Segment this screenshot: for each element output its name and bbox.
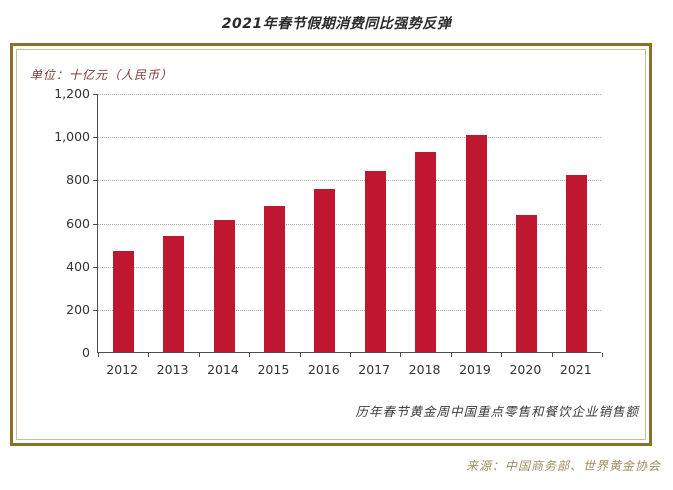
y-tick-1000	[93, 137, 97, 139]
x-tick-3	[249, 353, 251, 357]
y-axis-label-800: 800	[66, 172, 90, 188]
bar-2015	[263, 205, 285, 352]
gridline-800	[98, 180, 601, 182]
source-note: 来源：中国商务部、世界黄金协会	[465, 459, 661, 473]
x-axis-label-2018: 2018	[408, 362, 441, 377]
y-tick-600	[93, 223, 97, 225]
bar-2019	[465, 135, 487, 352]
y-axis-label-200: 200	[66, 301, 90, 317]
gridline-1200	[98, 94, 601, 95]
gridline-600	[98, 223, 601, 225]
unit-label: 单位：十亿元（人民币）	[30, 68, 174, 82]
bar-2013	[163, 235, 185, 352]
x-tick-7	[450, 353, 452, 357]
gridline-200	[98, 309, 601, 311]
chart-title: 2021年春节假期消费同比强势反弹	[221, 16, 452, 32]
bar-2021	[566, 174, 588, 352]
y-axis-label-600: 600	[66, 215, 90, 231]
chart-caption: 历年春节黄金周中国重点零售和餐饮企业销售额	[355, 404, 639, 419]
y-tick-400	[93, 266, 97, 268]
x-axis-label-2020: 2020	[509, 362, 542, 377]
y-axis-label-1200: 1,200	[54, 86, 90, 101]
x-tick-4	[299, 353, 301, 357]
x-axis-label-2017: 2017	[358, 362, 391, 377]
x-tick-10	[602, 353, 603, 357]
x-tick-0	[98, 353, 99, 357]
x-axis-label-2016: 2016	[307, 362, 340, 377]
x-axis-label-2021: 2021	[559, 362, 592, 377]
x-axis-label-2013: 2013	[156, 362, 189, 377]
y-tick-1200	[93, 94, 97, 95]
bar-2016	[314, 189, 336, 352]
bar-2020	[515, 214, 537, 352]
x-tick-5	[350, 353, 351, 357]
y-tick-800	[93, 180, 97, 182]
x-axis-label-2014: 2014	[207, 362, 239, 377]
x-tick-9	[551, 353, 553, 357]
bar-2012	[112, 250, 134, 352]
y-axis-label-400: 400	[66, 258, 90, 274]
y-tick-200	[93, 309, 97, 311]
bar-2018	[415, 152, 437, 352]
gridline-1000	[98, 137, 601, 139]
chart-frame-border: 单位：十亿元（人民币） 0 200 400 600 800 1,000 1,200 2012…	[10, 43, 652, 446]
chart-frame-inner-border	[16, 49, 646, 440]
y-axis-label-1000: 1,000	[54, 129, 90, 145]
x-axis-label-2019: 2019	[459, 362, 491, 377]
x-axis-label-2012: 2012	[106, 362, 139, 377]
y-axis-label-0: 0	[82, 345, 90, 360]
bar-2014	[213, 220, 235, 352]
gridline-400	[98, 266, 601, 268]
x-tick-6	[400, 353, 402, 357]
x-tick-1	[148, 353, 150, 357]
x-tick-8	[501, 353, 503, 357]
bar-2017	[364, 170, 386, 352]
x-tick-2	[198, 353, 200, 357]
x-axis-label-2015: 2015	[257, 362, 290, 377]
plot-area	[93, 94, 603, 357]
